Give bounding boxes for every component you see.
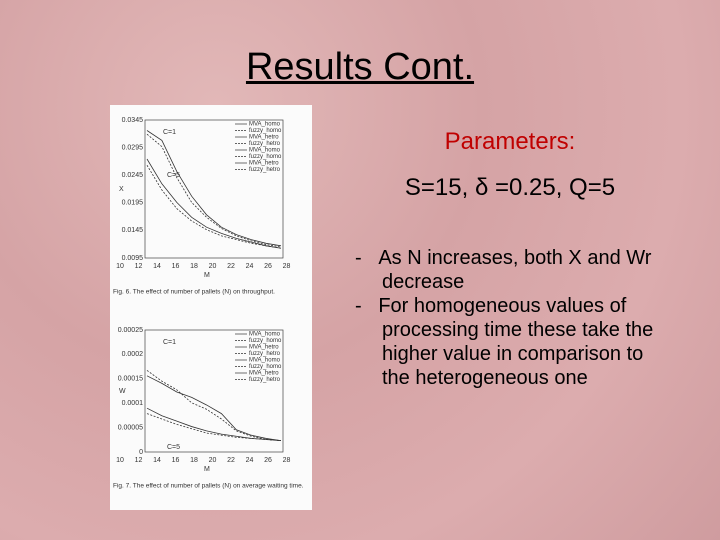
bullet-list: As N increases, both X and Wr decreaseFo… <box>355 246 665 390</box>
y-axis-label: X <box>119 186 124 193</box>
legend-entry: MVA_hetro <box>249 371 279 377</box>
y-tick-label: 0.0002 <box>122 351 144 358</box>
annotation: C=1 <box>163 339 176 346</box>
legend-entry: MVA_homo <box>249 332 281 338</box>
legend-entry: fuzzy_homo <box>249 128 282 134</box>
y-tick-label: 0 <box>139 449 143 456</box>
y-tick-label: 0.0095 <box>122 255 144 262</box>
curve <box>146 158 282 249</box>
x-tick-label: 18 <box>190 263 198 270</box>
x-tick-label: 20 <box>209 263 217 270</box>
annotation: C=5 <box>167 444 180 451</box>
legend-entry: fuzzy_hetro <box>249 351 281 357</box>
y-tick-label: 0.0145 <box>122 227 144 234</box>
legend-entry: MVA_hetro <box>249 345 279 351</box>
x-tick-label: 24 <box>246 263 254 270</box>
plot-frame <box>144 119 284 259</box>
curve <box>146 413 282 441</box>
y-tick-label: 0.0345 <box>122 117 144 124</box>
curve <box>146 130 282 247</box>
x-tick-label: 14 <box>153 263 161 270</box>
x-tick-label: 14 <box>153 457 161 464</box>
curve <box>146 375 282 441</box>
legend-entry: fuzzy_homo <box>249 338 282 344</box>
x-tick-label: 16 <box>172 457 180 464</box>
legend-entry: fuzzy_hetro <box>249 141 281 147</box>
y-tick-label: 0.0001 <box>122 400 144 407</box>
legend-entry: MVA_homo <box>249 358 281 364</box>
y-tick-label: 0.00005 <box>118 424 143 431</box>
x-tick-label: 10 <box>116 263 124 270</box>
x-tick-label: 24 <box>246 457 254 464</box>
x-tick-label: 12 <box>135 457 143 464</box>
x-tick-label: 22 <box>227 457 235 464</box>
legend-entry: fuzzy_hetro <box>249 377 281 383</box>
x-tick-label: 26 <box>264 263 272 270</box>
x-tick-label: 26 <box>264 457 272 464</box>
bullet: For homogeneous values of processing tim… <box>355 294 665 390</box>
legend-entry: fuzzy_homo <box>249 154 282 160</box>
figure-caption: Fig. 7. The effect of number of pallets … <box>113 483 304 490</box>
legend-entry: fuzzy_homo <box>249 364 282 370</box>
x-axis-label: M <box>204 466 210 473</box>
legend-entry: MVA_homo <box>249 122 281 128</box>
curve <box>146 407 282 441</box>
legend-entry: MVA_hetro <box>249 135 279 141</box>
x-tick-label: 12 <box>135 263 143 270</box>
curve <box>146 164 282 249</box>
y-axis-label: W <box>119 388 126 395</box>
annotation: C=1 <box>163 129 176 136</box>
y-tick-label: 0.0195 <box>122 200 144 207</box>
legend-entry: MVA_homo <box>249 148 281 154</box>
y-tick-label: 0.00015 <box>118 376 143 383</box>
legend-entry: MVA_hetro <box>249 161 279 167</box>
y-tick-label: 0.0295 <box>122 144 144 151</box>
x-tick-label: 28 <box>283 457 291 464</box>
annotation: C=5 <box>167 172 180 179</box>
legend-entry: fuzzy_hetro <box>249 167 281 173</box>
y-tick-label: 0.00025 <box>118 327 143 334</box>
parameters-line: S=15, δ =0.25, Q=5 <box>404 174 616 201</box>
x-tick-label: 18 <box>190 457 198 464</box>
y-tick-label: 0.0245 <box>122 172 144 179</box>
parameters-heading: Parameters: <box>444 128 576 155</box>
x-tick-label: 28 <box>283 263 291 270</box>
bullet: As N increases, both X and Wr decrease <box>355 246 665 294</box>
x-tick-label: 22 <box>227 263 235 270</box>
x-tick-label: 10 <box>116 457 124 464</box>
x-tick-label: 16 <box>172 263 180 270</box>
figure-panel <box>110 105 312 510</box>
slide-title: Results Cont. <box>245 46 475 88</box>
curve <box>146 133 282 248</box>
plot-frame <box>144 329 284 453</box>
x-axis-label: M <box>204 272 210 279</box>
x-tick-label: 20 <box>209 457 217 464</box>
figure-caption: Fig. 6. The effect of number of pallets … <box>113 289 275 296</box>
